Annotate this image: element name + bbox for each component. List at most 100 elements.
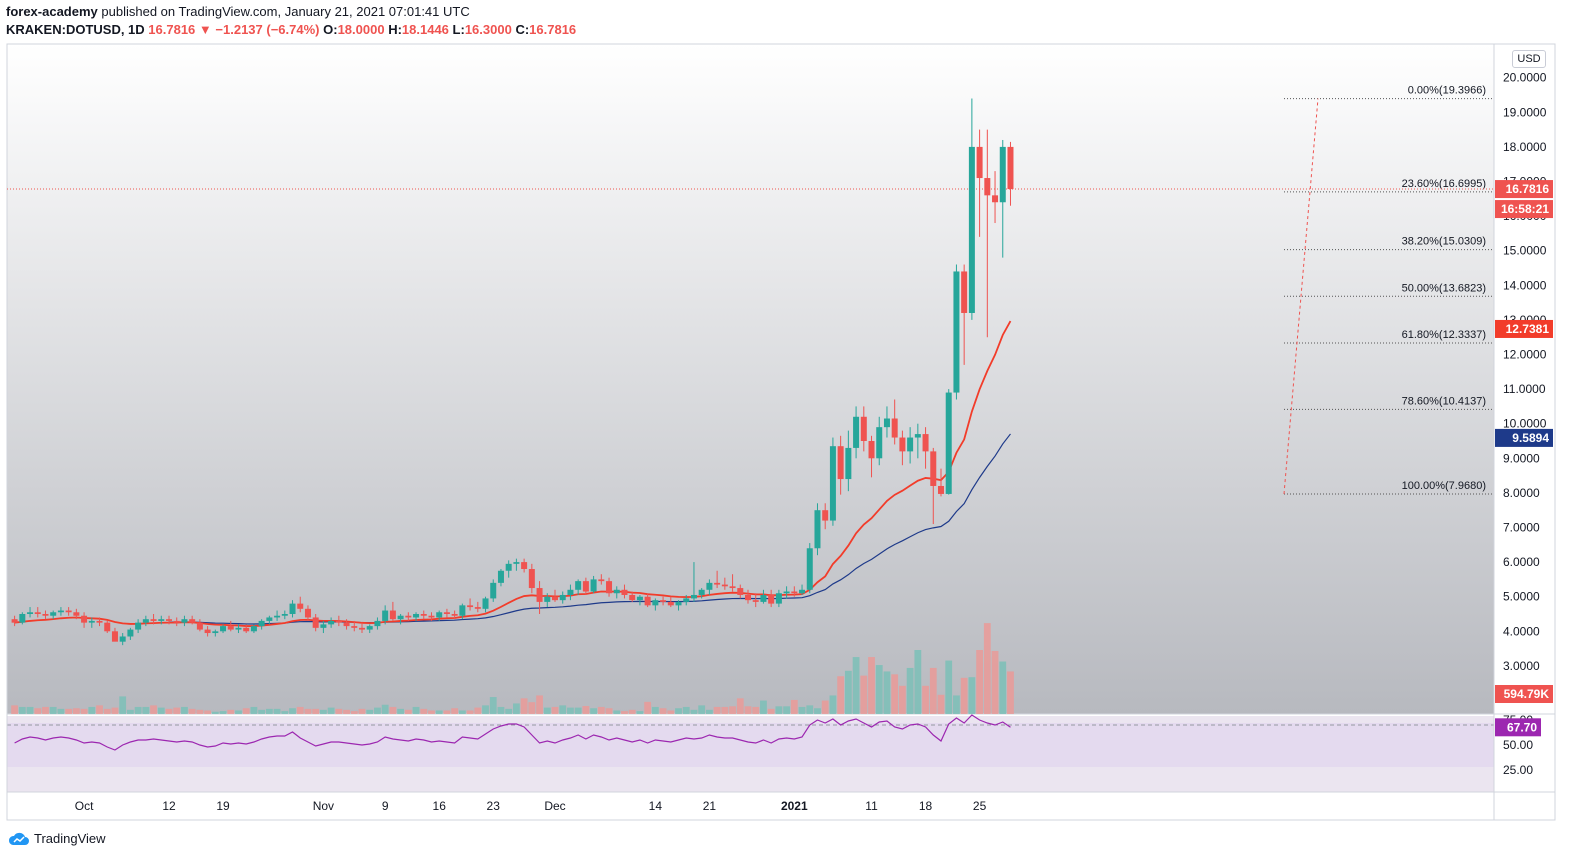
ema-slow-tag-bg [1495,428,1553,447]
volume-bar [590,708,597,714]
candle-body [992,195,999,203]
price-axis-tick: 4.0000 [1503,624,1540,638]
volume-bar [621,711,628,714]
candle-body [621,589,628,595]
volume-bar [289,708,296,714]
symbol-label[interactable]: KRAKEN:DOTUSD, 1D [6,22,145,37]
price-axis-tick: 14.0000 [1503,278,1547,292]
price-axis-tick: 11.0000 [1503,382,1546,396]
candle-body [27,612,34,614]
candle-body [652,600,659,606]
rsi-axis-tick: 25.00 [1503,763,1533,777]
candle-body [629,594,636,601]
candle-body [81,615,88,623]
volume-bar [605,708,613,714]
volume-bar [837,676,845,714]
volume-bar [420,708,428,714]
tradingview-cloud-icon [8,832,29,845]
candle-body [436,612,443,618]
candle-body [196,622,203,630]
volume-bar [767,708,775,714]
candle-body [212,631,219,634]
price-axis-tick: 9.0000 [1503,451,1540,465]
volume-bar [675,708,682,714]
candle-body [922,434,929,452]
ema-fast-tag: 12.7381 [1506,322,1550,336]
candle-body [482,598,489,609]
volume-bar [119,696,127,714]
candle-body [127,629,134,637]
candle-body [660,600,667,602]
volume-bar [26,706,34,714]
price-axis-tick: 15.0000 [1503,244,1547,258]
candle-body [976,146,983,179]
time-axis-tick: 11 [865,799,878,813]
volume-bar [65,708,73,714]
volume-bar [389,706,397,714]
volume-bar [536,695,543,714]
volume-bar [350,711,358,714]
candle-body [907,437,914,452]
price-axis-tick: 12.0000 [1503,348,1547,362]
volume-bar [80,708,88,714]
candle-body [999,146,1006,203]
candle-body [698,589,705,595]
volume-bar [18,706,26,714]
candle-body [799,589,806,594]
low-label: L: [452,22,465,37]
last-price: 16.7816 [148,22,196,37]
candle-body [189,619,196,623]
price-axis-tick: 10.0000 [1503,417,1547,431]
volume-bar [937,694,945,714]
volume-bar [744,706,752,714]
rsi-axis-tick: 50.00 [1503,738,1533,752]
volume-bar [366,709,374,714]
volume-bar [327,707,335,714]
candle-body [984,178,991,196]
volume-bar [72,708,80,714]
candle-body [552,596,558,601]
volume-bar [806,705,814,714]
volume-bar [374,707,381,714]
candle-body [57,610,64,613]
candle-body [528,569,535,589]
volume-bar [628,709,636,714]
candle-body [250,626,257,632]
volume-bar [312,708,320,714]
tradingview-logo[interactable]: TradingView [8,831,106,846]
candle-body [745,594,751,601]
rsi-line [14,714,1011,751]
volume-bar [829,695,837,714]
candle-body [204,629,211,634]
price-change: ▼ −1.2137 (−6.74%) [198,22,320,37]
candle-body [428,615,435,618]
currency-button[interactable]: USD [1512,50,1546,68]
volume-bar [458,710,466,714]
volume-bar [860,675,868,714]
candle-body [135,622,142,630]
candle-body [359,627,365,630]
candle-body [497,570,504,583]
volume-bar [443,710,451,714]
candle-body [544,596,551,602]
price-axis-tick: 3.0000 [1503,659,1540,673]
volume-bar [543,707,551,714]
candle-body [173,620,180,623]
time-axis-tick: 2021 [781,799,808,813]
volume-bar [883,671,891,714]
candle-body [567,589,574,595]
candle-body [683,598,690,602]
volume-bar [968,677,976,714]
candle-body [343,622,350,627]
candle-body [760,594,767,602]
author-name[interactable]: forex-academy [6,4,98,19]
candle-body [930,451,937,486]
volume-bar [219,711,227,714]
volume-bar [57,708,65,714]
volume-bar [142,706,150,714]
low-value: 16.3000 [464,22,512,37]
price-pane-background [7,44,1494,714]
candle-body [158,619,165,621]
volume-bar [11,705,18,714]
